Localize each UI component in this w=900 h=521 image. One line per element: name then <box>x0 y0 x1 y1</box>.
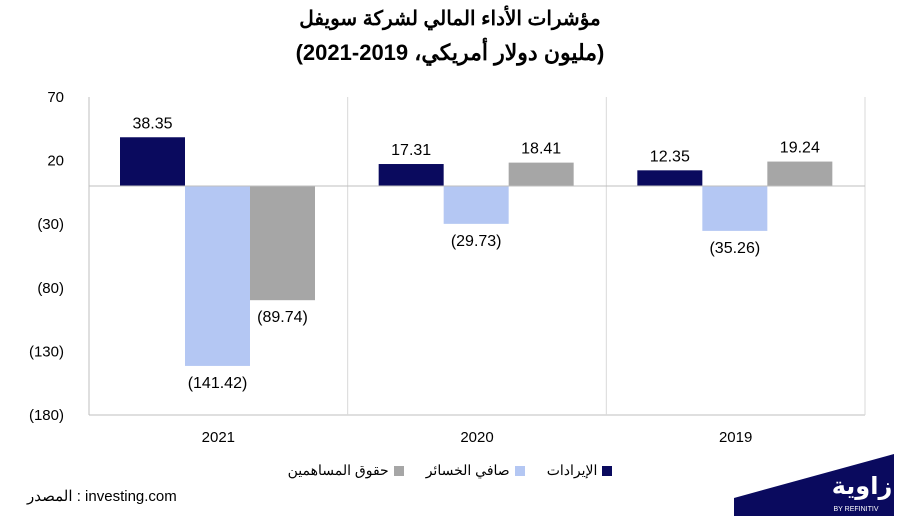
legend-swatch-net-loss <box>514 465 525 476</box>
data-label: (35.26) <box>709 240 760 257</box>
bar <box>120 137 185 187</box>
bar <box>378 164 444 187</box>
y-tick-label: (80) <box>37 280 64 297</box>
data-label: 17.31 <box>391 142 431 159</box>
logo-text: زاوية <box>832 472 893 500</box>
chart-subtitle: (مليون دولار أمريكي، 2019-2021) <box>295 40 605 65</box>
x-tick-label: 2021 <box>202 429 235 446</box>
legend-item-revenue: الإيرادات <box>547 462 613 479</box>
logo-tagline: BY REFINITIV <box>834 506 879 513</box>
data-label: 38.35 <box>132 115 172 132</box>
y-tick-label: 20 <box>47 153 64 170</box>
legend-swatch-revenue <box>602 465 613 476</box>
data-label: 19.24 <box>780 140 820 157</box>
y-tick-label: (130) <box>29 343 64 360</box>
bar <box>185 186 250 366</box>
logo-background <box>734 454 894 516</box>
bar <box>443 186 509 224</box>
x-tick-label: 2019 <box>719 429 752 446</box>
zawya-logo: زاوية BY REFINITIV <box>734 454 894 516</box>
data-label: (141.42) <box>188 375 248 392</box>
data-label: 12.35 <box>650 148 690 165</box>
data-label: (89.74) <box>257 309 308 326</box>
bar <box>702 186 768 231</box>
legend-item-equity: حقوق المساهمين <box>288 462 404 479</box>
data-label: 18.41 <box>521 141 561 158</box>
legend: الإيرادات صافي الخسائر حقوق المساهمين <box>0 462 900 479</box>
data-label: (29.73) <box>451 233 502 250</box>
bar <box>508 162 574 187</box>
bar <box>637 170 703 187</box>
y-tick-label: (30) <box>37 216 64 233</box>
legend-label-equity: حقوق المساهمين <box>287 462 389 478</box>
y-tick-label: (180) <box>29 407 64 424</box>
bar <box>767 161 833 187</box>
legend-label-net-loss: صافي الخسائر <box>425 462 510 478</box>
chart-title: مؤشرات الأداء المالي لشركة سويفل <box>299 8 601 30</box>
y-tick-label: 70 <box>47 89 64 106</box>
legend-label-revenue: الإيرادات <box>546 462 598 478</box>
legend-item-net-loss: صافي الخسائر <box>426 462 525 479</box>
x-tick-label: 2020 <box>460 429 493 446</box>
bar <box>250 186 315 301</box>
source-note: المصدر : investing.com <box>27 488 177 505</box>
legend-swatch-equity <box>393 465 404 476</box>
